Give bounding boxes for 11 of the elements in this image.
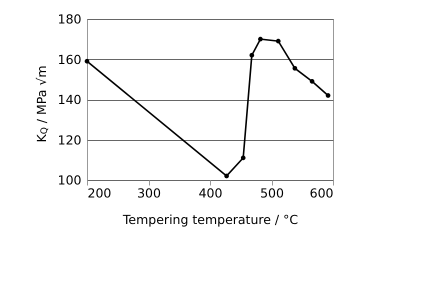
x-axis-title: Tempering temperature / °C: [122, 212, 298, 227]
x-tick-label: 500: [260, 186, 284, 200]
y-tick-label: 120: [58, 132, 82, 148]
y-tick-label: 180: [58, 12, 82, 26]
y-tick-label: 140: [58, 92, 82, 107]
x-tick-label: 200: [88, 186, 112, 200]
y-tick-label: 100: [58, 172, 82, 188]
x-tick-label: 300: [137, 186, 161, 200]
y-tick-label: 160: [58, 52, 82, 67]
x-tick-label: 400: [198, 186, 222, 200]
x-tick-label: 600: [310, 186, 334, 200]
